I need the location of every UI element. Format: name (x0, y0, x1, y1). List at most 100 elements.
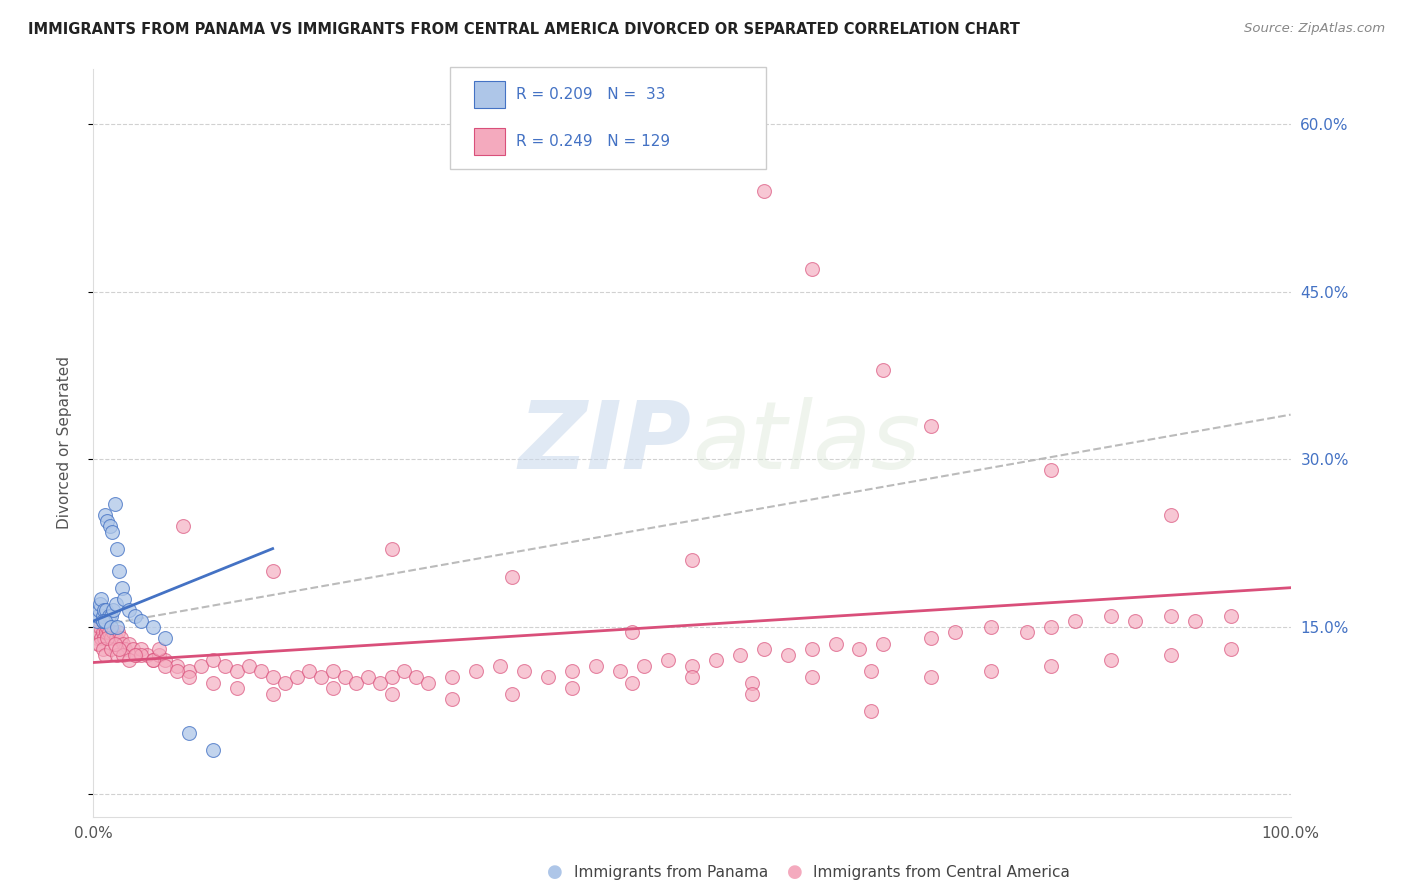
Point (1099, 653, 1122, 667)
Point (920, 418, 942, 433)
Point (1099, 608, 1122, 623)
Point (177, 726, 200, 740)
Point (103, 497, 125, 511)
Point (225, 665, 247, 679)
Point (112, 591, 135, 606)
Point (776, 648, 799, 662)
Point (100, 620, 122, 634)
Point (872, 363, 894, 377)
Point (135, 648, 157, 662)
Point (101, 524, 124, 539)
Point (111, 581, 134, 595)
Point (609, 665, 631, 679)
Point (87, 625, 110, 640)
Point (980, 665, 1002, 679)
Point (800, 262, 823, 277)
Point (94, 620, 117, 634)
Point (704, 653, 727, 667)
Point (561, 665, 583, 679)
Point (94, 508, 117, 523)
Point (1017, 625, 1039, 640)
Point (105, 541, 128, 556)
Point (91, 625, 114, 640)
Point (93, 631, 115, 645)
Point (104, 631, 127, 645)
Point (108, 642, 131, 657)
Point (105, 648, 128, 662)
Point (201, 653, 224, 667)
Point (121, 642, 143, 657)
Text: ZIP: ZIP (519, 397, 692, 489)
Point (114, 642, 136, 657)
Point (418, 675, 440, 690)
Point (118, 636, 141, 650)
Point (501, 687, 523, 701)
Point (309, 670, 332, 684)
Point (1040, 463, 1063, 477)
Text: Immigrants from Panama: Immigrants from Panama (574, 865, 768, 880)
Point (728, 648, 751, 662)
Point (108, 564, 131, 578)
Text: Source: ZipAtlas.com: Source: ZipAtlas.com (1244, 22, 1385, 36)
Point (561, 681, 583, 696)
Point (848, 642, 870, 657)
Point (441, 670, 464, 684)
Point (405, 670, 427, 684)
Point (1160, 508, 1182, 523)
Point (118, 603, 141, 617)
Point (100, 608, 122, 623)
Point (148, 648, 170, 662)
Point (97, 625, 120, 640)
Point (177, 665, 200, 679)
Point (943, 625, 966, 640)
Point (297, 665, 319, 679)
Text: R = 0.249   N = 129: R = 0.249 N = 129 (516, 134, 671, 149)
Point (142, 653, 165, 667)
Point (87, 636, 110, 650)
Point (238, 658, 260, 673)
Point (1064, 614, 1087, 628)
Point (153, 653, 176, 667)
Point (124, 608, 146, 623)
Point (741, 687, 763, 701)
Point (872, 636, 894, 650)
Point (103, 636, 125, 650)
Point (89, 620, 111, 634)
Point (153, 658, 176, 673)
Point (273, 675, 295, 690)
Point (322, 681, 344, 696)
Point (752, 642, 775, 657)
Point (860, 704, 883, 718)
Point (346, 675, 368, 690)
Point (1160, 648, 1182, 662)
Point (860, 665, 883, 679)
Point (96, 620, 118, 634)
Point (100, 631, 122, 645)
Text: IMMIGRANTS FROM PANAMA VS IMMIGRANTS FROM CENTRAL AMERICA DIVORCED OR SEPARATED : IMMIGRANTS FROM PANAMA VS IMMIGRANTS FRO… (28, 22, 1019, 37)
Point (800, 670, 823, 684)
Point (91, 608, 114, 623)
Point (620, 675, 643, 690)
Point (90, 631, 112, 645)
Point (225, 681, 247, 696)
Point (1123, 614, 1146, 628)
Point (91, 642, 114, 657)
Point (1160, 608, 1182, 623)
Point (105, 620, 128, 634)
Point (681, 553, 703, 567)
Point (585, 658, 607, 673)
Point (94, 648, 117, 662)
Point (1184, 614, 1206, 628)
Point (129, 642, 152, 657)
Point (752, 185, 775, 199)
Point (87, 608, 110, 623)
Point (103, 625, 125, 640)
Point (96, 625, 118, 640)
Point (322, 665, 344, 679)
Point (111, 636, 134, 650)
Point (920, 670, 942, 684)
Point (620, 625, 643, 640)
Point (824, 636, 846, 650)
Point (104, 598, 127, 612)
Point (107, 625, 129, 640)
